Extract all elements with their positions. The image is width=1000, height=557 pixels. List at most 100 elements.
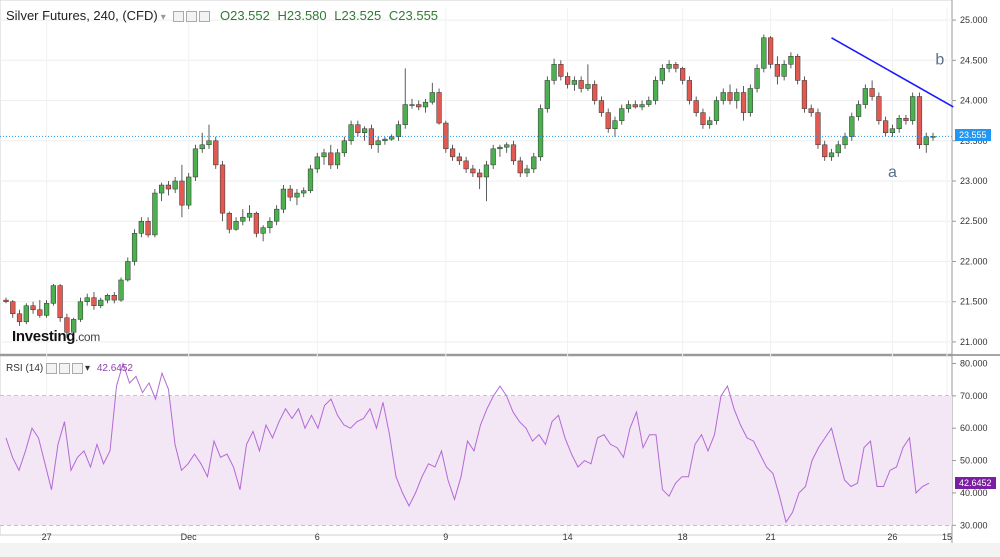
logo-main: Investing <box>12 328 76 345</box>
candle-body <box>510 144 517 162</box>
candle-body <box>199 144 205 150</box>
candle-body <box>849 116 855 137</box>
candle-body <box>781 64 787 77</box>
candle-body <box>10 301 16 315</box>
candle-body <box>835 144 841 154</box>
candle-body <box>862 88 868 105</box>
price-tick-label: 21.500 <box>960 297 988 307</box>
chevron-down-icon[interactable]: ▾ <box>85 363 91 375</box>
candle-body <box>125 261 131 281</box>
candle <box>889 124 896 137</box>
rsi-tick-label: 40.000 <box>960 488 988 498</box>
close-icon[interactable] <box>199 11 211 23</box>
candle-body <box>652 80 659 101</box>
rsi-tick-label: 30.000 <box>960 520 988 530</box>
candle <box>37 300 43 318</box>
candle-body <box>531 156 537 170</box>
candle-body <box>497 146 503 150</box>
candle <box>111 292 117 304</box>
candle-body <box>246 212 253 218</box>
symbol-title[interactable]: Silver Futures, 240, (CFD) <box>6 8 158 23</box>
candle-body <box>84 297 90 302</box>
candle <box>307 164 314 194</box>
candle <box>341 136 347 157</box>
candle <box>436 88 442 125</box>
candle <box>233 217 239 231</box>
candle-body <box>632 104 638 108</box>
ohlc-close: C23.555 <box>388 8 439 23</box>
annotation-b: b <box>935 51 944 68</box>
candle <box>301 187 307 198</box>
time-tick-label: 9 <box>443 532 448 542</box>
candle <box>558 60 564 81</box>
candle-body <box>700 112 706 125</box>
candle <box>57 283 63 322</box>
candle <box>537 104 544 161</box>
candle-body <box>233 220 239 230</box>
rsi-tick-label: 50.000 <box>960 456 988 466</box>
candle <box>646 96 652 107</box>
candle <box>334 148 341 169</box>
time-tick-label: 21 <box>766 532 776 542</box>
candle-body <box>219 164 226 214</box>
candle-body <box>98 299 104 306</box>
candle <box>700 108 706 129</box>
eye-icon[interactable] <box>173 11 185 23</box>
close-icon[interactable] <box>72 363 84 374</box>
candle-body <box>192 148 199 178</box>
rsi-title[interactable]: RSI (14) <box>6 363 44 375</box>
candle <box>159 182 165 202</box>
settings-icon[interactable] <box>59 363 71 374</box>
candle-body <box>713 100 720 121</box>
candle <box>795 53 801 85</box>
candle <box>186 172 192 210</box>
candle-body <box>720 92 726 101</box>
candle-body <box>206 140 212 146</box>
candle-body <box>213 140 219 166</box>
candle <box>219 160 226 222</box>
price-tick-label: 25.000 <box>960 15 988 25</box>
logo-suffix: .com <box>75 330 100 344</box>
rsi-tick-label: 70.000 <box>960 391 988 401</box>
candle-body <box>673 64 679 69</box>
candle <box>862 84 868 109</box>
candle <box>165 181 172 196</box>
candle <box>855 100 862 121</box>
candle <box>605 108 611 133</box>
candle-body <box>876 96 882 121</box>
candle-body <box>287 188 293 198</box>
candle-body <box>449 148 456 158</box>
candle <box>138 217 144 238</box>
candle-body <box>808 108 814 113</box>
candle <box>544 76 550 113</box>
candle <box>612 116 618 137</box>
annotation-a: a <box>888 164 897 181</box>
candle <box>747 84 753 117</box>
candle <box>883 116 889 137</box>
candle-body <box>294 192 300 198</box>
candle-body <box>436 92 442 124</box>
candle <box>815 108 821 149</box>
candle <box>389 134 395 141</box>
candle <box>3 297 9 304</box>
candle <box>179 164 185 218</box>
candle-body <box>889 128 896 133</box>
candle <box>43 300 50 318</box>
eye-icon[interactable] <box>46 363 58 374</box>
candle <box>923 132 929 153</box>
candle <box>483 160 490 202</box>
settings-icon[interactable] <box>186 11 198 23</box>
candle <box>30 301 36 314</box>
candle <box>23 303 29 325</box>
candle <box>131 229 138 266</box>
candle-body <box>3 299 9 302</box>
candle <box>686 76 693 105</box>
candle-body <box>767 37 774 65</box>
candle <box>274 205 280 226</box>
candle-body <box>740 92 747 113</box>
candle-body <box>152 192 158 236</box>
candle-body <box>903 117 909 121</box>
candle-body <box>896 117 902 129</box>
chevron-down-icon[interactable]: ▾ <box>160 12 166 23</box>
